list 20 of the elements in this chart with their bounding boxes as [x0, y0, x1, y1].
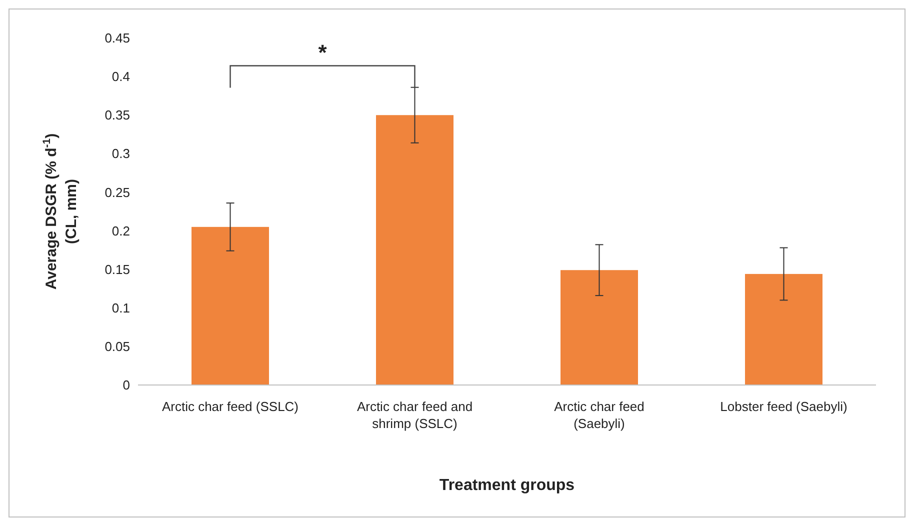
annotation: *: [318, 40, 328, 65]
bar: [192, 226, 269, 385]
y-tick-label: 0.25: [104, 184, 130, 200]
bar: [745, 274, 822, 385]
y-tick-label: 0.2: [112, 223, 130, 238]
x-tick-label: Arctic char feed (Saebyli): [554, 399, 644, 431]
bar: [376, 115, 454, 385]
x-axis-title: Treatment groups: [439, 477, 575, 494]
x-tick-label: Arctic char feed (SSLC): [162, 399, 299, 414]
x-tick-label: Arctic char feed and shrimp (SSLC): [356, 399, 473, 431]
y-tick-label: 0.1: [112, 300, 130, 316]
x-tick-label: Lobster feed (Saebyli): [720, 399, 848, 414]
bar: [560, 270, 638, 385]
y-tick-label: 0.4: [112, 69, 130, 84]
y-tick-label: 0.45: [104, 30, 130, 46]
y-tick-label: 0.35: [104, 108, 130, 123]
y-tick-label: 0.15: [104, 262, 130, 277]
y-tick-label: 0.3: [112, 146, 130, 162]
y-tick-label: 0.05: [104, 338, 130, 354]
y-tick-label: 0: [122, 378, 130, 393]
